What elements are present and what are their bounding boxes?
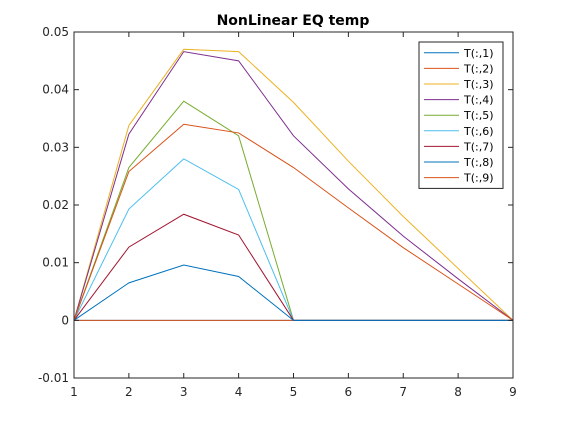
y-tick-label: 0.03 — [42, 140, 69, 154]
x-tick-label: 7 — [399, 385, 407, 399]
x-tick-label: 1 — [70, 385, 78, 399]
y-tick-label: 0.05 — [42, 25, 69, 39]
series-line-8 — [73, 264, 513, 321]
legend-label: T(:,5) — [463, 109, 494, 122]
legend-label: T(:,2) — [463, 62, 494, 75]
series-layer — [73, 48, 514, 321]
y-tick-label: -0.01 — [38, 371, 69, 385]
legend-label: T(:,9) — [463, 172, 494, 185]
x-tick-label: 3 — [180, 385, 188, 399]
x-tick-label: 4 — [235, 385, 243, 399]
legend: T(:,1) T(:,2) T(:,3) T(:,4) T(:,5) T(:,6) T(:,… — [418, 41, 504, 189]
series-line-9 — [73, 123, 514, 321]
legend-label: T(:,3) — [463, 78, 494, 91]
y-tick-label: 0.02 — [42, 198, 69, 212]
x-tick-label: 6 — [345, 385, 353, 399]
legend-label: T(:,6) — [463, 125, 494, 138]
series-line-3 — [73, 48, 514, 321]
x-tick-label: 8 — [454, 385, 462, 399]
y-tick-label: 0.01 — [42, 256, 69, 270]
ticks-layer: 1 2 3 4 5 6 7 8 9 -0.01 0 0.01 0.02 0.03 0.04 0.05 — [38, 25, 517, 399]
y-tick-label: 0.04 — [42, 83, 69, 97]
chart-title: NonLinear EQ temp — [217, 13, 370, 29]
x-tick-label: 2 — [125, 385, 133, 399]
legend-label: T(:,4) — [463, 94, 494, 107]
x-tick-label: 5 — [290, 385, 298, 399]
y-tick-label: 0 — [61, 313, 69, 327]
legend-label: T(:,8) — [463, 156, 494, 169]
series-line-7 — [73, 213, 513, 321]
legend-label: T(:,1) — [463, 47, 494, 60]
legend-label: T(:,7) — [463, 140, 494, 153]
x-tick-label: 9 — [509, 385, 517, 399]
series-line-4 — [73, 51, 514, 321]
